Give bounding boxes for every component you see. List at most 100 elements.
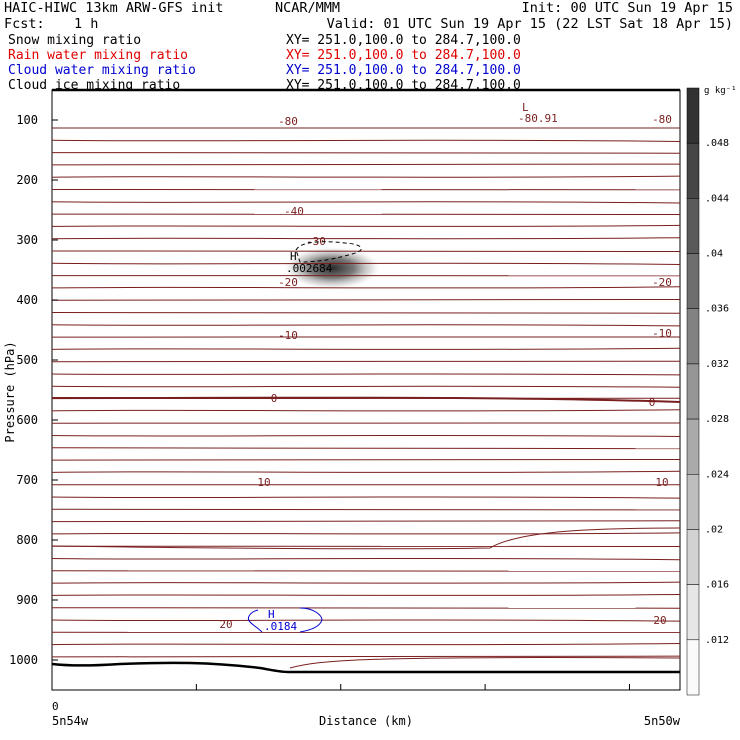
isotherm-line [51, 373, 681, 376]
isotherm-line [51, 458, 681, 461]
isotherm-line [51, 557, 681, 561]
isotherm-label: -10 [278, 329, 298, 342]
isotherm-label: -30 [306, 235, 326, 248]
water-max-symbol: H [268, 608, 275, 621]
colorbar-tick-label: .012 [705, 635, 729, 646]
colorbar-swatch [686, 418, 700, 475]
isotherm-label: 0 [649, 396, 656, 409]
water-max-value: .0184 [264, 620, 297, 633]
y-tick-label: 500 [16, 353, 38, 367]
isotherm-label: 20 [219, 618, 232, 631]
isotherm-line [289, 656, 681, 669]
colorbar-swatch [686, 142, 700, 199]
colorbar-tick-label: .048 [705, 138, 729, 149]
y-axis: 100 200 300 400 500 600 700 800 900 1000 [9, 113, 58, 667]
fields-legend: Snow mixing ratio XY= 251.0,100.0 to 284.… [8, 33, 521, 93]
isotherm-line [51, 642, 681, 646]
colorbar-swatch [686, 363, 700, 420]
valid-time: Valid: 01 UTC Sun 19 Apr 15 (22 LST Sat … [327, 16, 733, 32]
isotherm-line [51, 508, 681, 511]
colorbar: .048 .044 .04 .036 .032 .028 .024 .02 .016 .012 [686, 87, 729, 696]
y-tick-label: 100 [16, 113, 38, 127]
isotherm-line [51, 250, 681, 253]
isotherm-label: -80 [652, 113, 672, 126]
colorbar-swatch [686, 529, 700, 585]
isotherm-line [51, 409, 681, 412]
y-tick-label: 800 [16, 533, 38, 547]
isotherm-line [51, 152, 681, 154]
isotherm-labels: -80 -80 -40 -30 -20 -20 -10 -10 0 0 10 10 20 20 [219, 113, 672, 631]
ice-max-value: .002684 [286, 262, 333, 275]
isotherm-line [51, 527, 681, 550]
colorbar-swatch [686, 87, 700, 144]
x-left-location: 5n54w [52, 714, 89, 728]
isotherm-line [51, 298, 681, 301]
isotherm-label: -40 [284, 205, 304, 218]
isotherm-label: 0 [271, 392, 278, 405]
field-xy: XY= 251.0,100.0 to 284.7,100.0 [286, 63, 521, 78]
isotherm-line [51, 201, 681, 204]
x-tick-zero: 0 [52, 700, 59, 713]
model-title: HAIC-HIWC 13km ARW-GFS init [4, 0, 223, 16]
isotherm-line [51, 619, 681, 622]
y-tick-label: 900 [16, 593, 38, 607]
isotherm-label: -10 [652, 327, 672, 340]
field-name: Snow mixing ratio [8, 33, 141, 48]
freezing-isotherm [51, 396, 681, 403]
isotherm-line [51, 470, 681, 473]
colorbar-swatch [686, 474, 700, 530]
isotherm-line [51, 496, 681, 499]
cloud-ice-shading [282, 246, 382, 290]
y-tick-label: 300 [16, 233, 38, 247]
isotherm-label: -20 [652, 276, 672, 289]
y-tick-label: 400 [16, 293, 38, 307]
y-tick-label: 600 [16, 413, 38, 427]
isotherm-line [51, 434, 681, 438]
field-xy: XY= 251.0,100.0 to 284.7,100.0 [286, 33, 521, 48]
colorbar-tick-label: .028 [705, 414, 729, 425]
isotherm-label: 10 [257, 476, 270, 489]
org-label: NCAR/MMM [275, 0, 340, 16]
colorbar-tick-label: .044 [705, 193, 729, 204]
fcst-label: Fcst: [4, 16, 45, 32]
colorbar-swatch [686, 639, 700, 696]
isotherm-label: 20 [653, 614, 666, 627]
x-axis [51, 684, 630, 690]
isotherm-line [51, 581, 681, 584]
colorbar-tick-label: .016 [705, 580, 729, 591]
low-symbol: L [522, 101, 529, 114]
isotherm-line [51, 360, 681, 363]
y-tick-label: 200 [16, 173, 38, 187]
colorbar-swatch [686, 198, 700, 254]
isotherm-line [51, 593, 681, 596]
isotherm-line [51, 311, 681, 314]
field-name: Cloud water mixing ratio [8, 63, 196, 78]
isotherm-line [51, 385, 681, 388]
isotherm-label: -80 [278, 115, 298, 128]
isotherm-label: 10 [655, 476, 668, 489]
field-xy: XY= 251.0,100.0 to 284.7,100.0 [286, 48, 521, 63]
isotherm-line [51, 262, 681, 265]
x-right-location: 5n50w [644, 714, 681, 728]
isotherm-line [51, 347, 681, 350]
y-tick-label: 700 [16, 473, 38, 487]
isotherm-line [51, 532, 681, 535]
y-axis-label: Pressure (hPa) [3, 341, 17, 442]
y-tick-label: 1000 [9, 653, 38, 667]
colorbar-swatch [686, 584, 700, 641]
ice-max-symbol: H [290, 250, 297, 263]
isotherm-line [51, 324, 681, 327]
isotherm-line [51, 655, 681, 658]
colorbar-tick-label: .024 [705, 469, 729, 480]
isotherm-line [51, 139, 681, 142]
low-value: -80.91 [518, 112, 558, 125]
plot-area: -80 -80 -40 -30 -20 -20 -10 -10 0 0 10 10 20 20 L -80… [51, 88, 681, 691]
colorbar-swatch [686, 308, 700, 365]
colorbar-unit: g kg⁻¹ [704, 86, 737, 96]
colorbar-tick-label: .036 [705, 304, 729, 315]
x-axis-label: Distance (km) [319, 714, 413, 728]
isotherm-line [51, 237, 681, 240]
colorbar-tick-label: .032 [705, 359, 729, 370]
cloud-water-contour [247, 607, 323, 633]
